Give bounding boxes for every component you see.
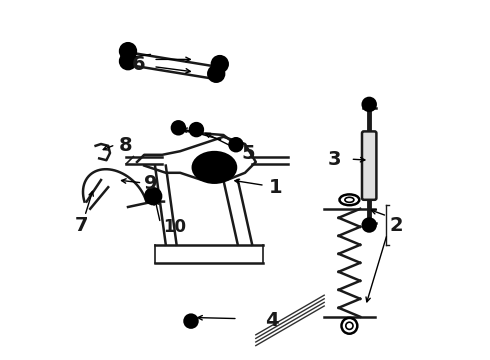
Text: 4: 4	[265, 311, 278, 330]
Circle shape	[229, 138, 243, 151]
Text: 6: 6	[132, 55, 145, 74]
Circle shape	[212, 56, 228, 72]
Text: 10: 10	[163, 218, 186, 236]
Ellipse shape	[193, 152, 236, 183]
Circle shape	[208, 66, 224, 82]
Text: 9: 9	[144, 174, 158, 193]
Text: 3: 3	[328, 150, 342, 168]
Text: 7: 7	[75, 216, 89, 234]
Text: 1: 1	[269, 178, 282, 197]
Text: 2: 2	[389, 216, 403, 234]
Text: 8: 8	[118, 136, 132, 155]
Text: 5: 5	[242, 144, 255, 162]
Circle shape	[190, 123, 203, 136]
FancyBboxPatch shape	[362, 131, 376, 200]
Circle shape	[363, 219, 376, 231]
Circle shape	[363, 98, 376, 111]
Circle shape	[185, 315, 197, 328]
Circle shape	[145, 188, 161, 204]
Circle shape	[172, 121, 185, 134]
Circle shape	[120, 43, 136, 59]
Circle shape	[120, 53, 136, 69]
